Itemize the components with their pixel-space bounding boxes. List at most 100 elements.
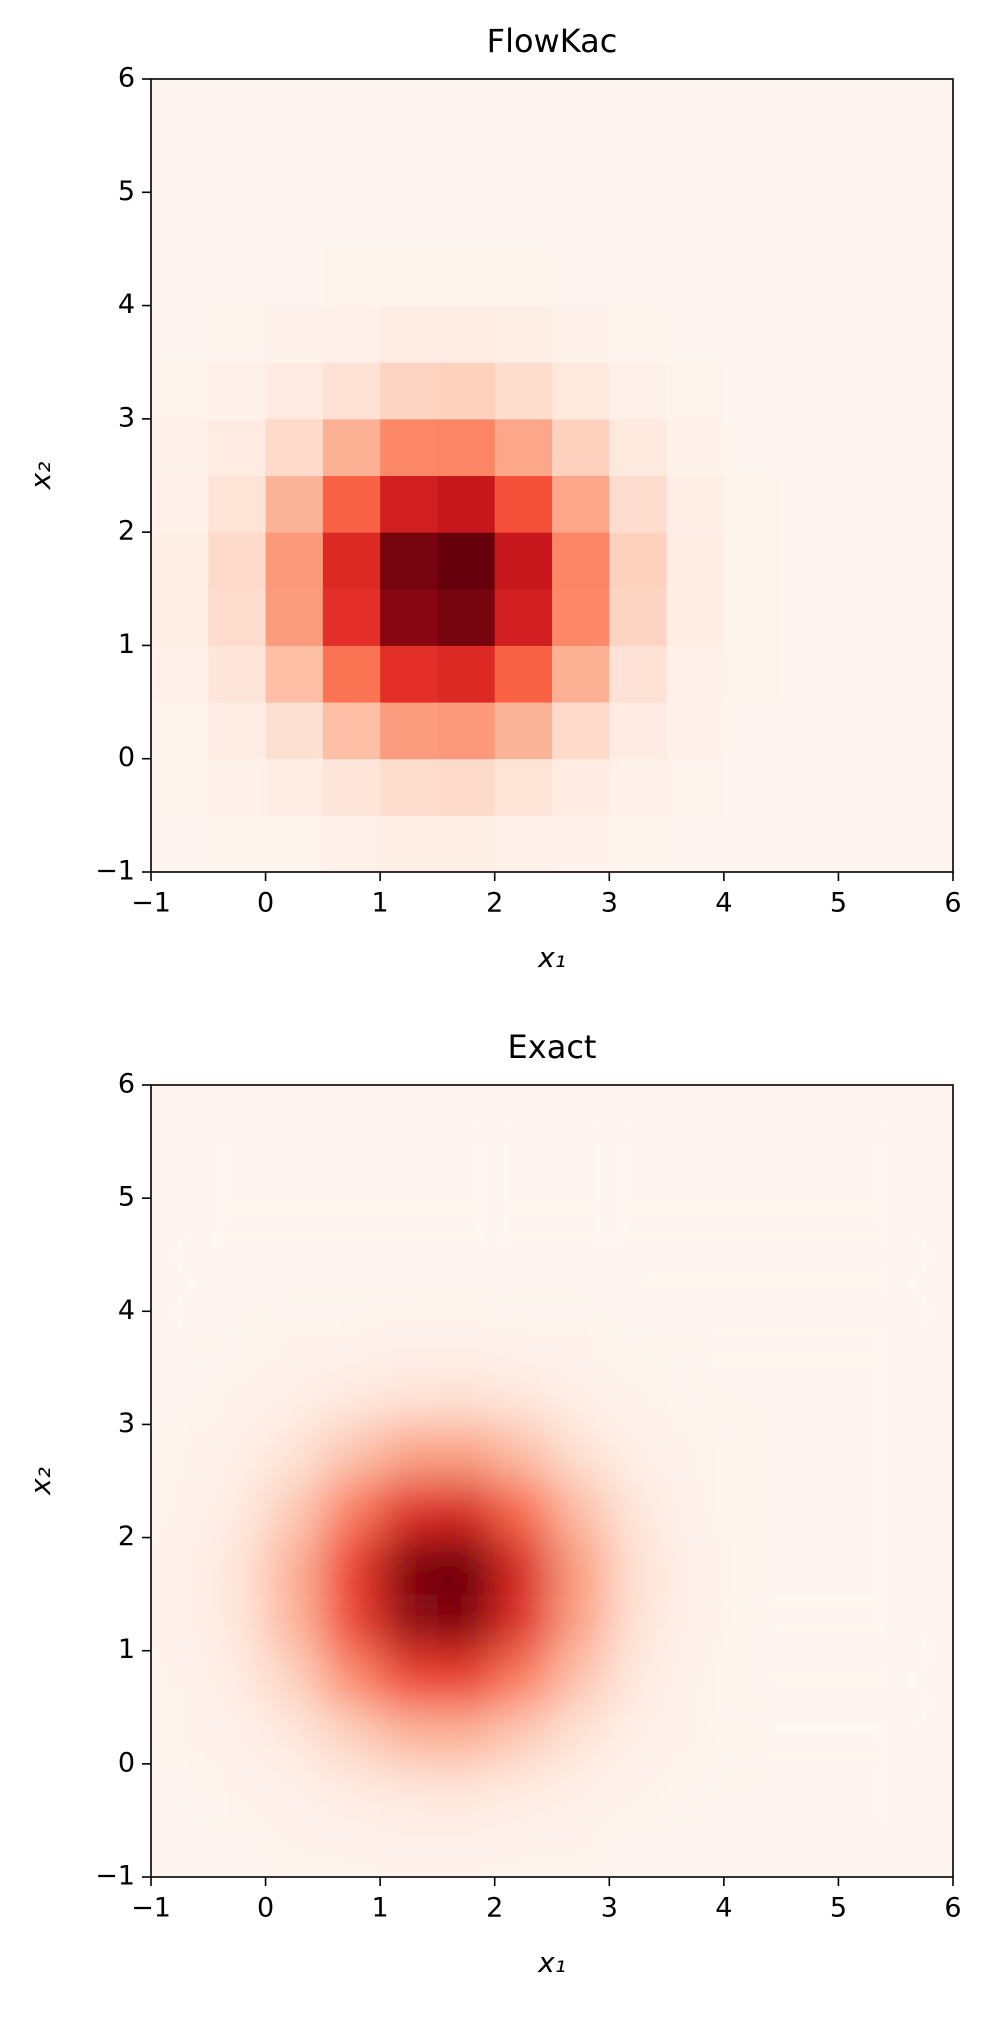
heat-cell [265,588,324,646]
y-tick-label: 2 [118,1521,135,1552]
heat-cell [265,1085,323,1142]
heat-cell [552,248,610,307]
heat-cell [552,192,610,250]
y-tick-label: −1 [95,1861,135,1892]
x-axis-label: x₁ [537,941,566,974]
heat-cell [380,305,438,363]
heat-cell [609,1367,667,1425]
heat-cell [609,758,668,816]
heat-cell [666,645,725,703]
heat-cell [838,702,897,760]
heat-cell [265,79,324,137]
heat-cell [437,1311,495,1368]
heat-cell [265,1481,323,1538]
heat-cell [437,1820,495,1877]
heat-cell [380,1311,438,1368]
heat-cell [781,1650,839,1708]
heat-cell [208,1141,266,1199]
heat-cell [437,475,496,533]
heat-cell [781,305,839,363]
heat-cell [208,1707,266,1764]
heat-cell [208,1254,266,1312]
heat-cell [552,1594,610,1651]
heat-cell [494,588,553,646]
heat-cell [552,1707,610,1764]
heat-cell [437,758,496,816]
heat-cell [380,1254,438,1312]
heatmap-cells [151,79,953,872]
heat-cell [208,1367,266,1425]
heat-cell [552,645,610,703]
heat-cell [322,248,381,307]
heat-cell [380,248,438,307]
heat-cell [609,1481,667,1538]
heat-cell [380,192,438,250]
heat-cell [494,79,553,137]
heat-cell [723,1311,782,1368]
heat-cell [494,418,553,476]
heat-cell [895,1254,953,1312]
heat-cell [666,1594,724,1651]
heat-cell [838,1537,896,1595]
heat-cell [322,1594,381,1651]
heat-cell [494,135,553,193]
heat-cell [437,1367,495,1425]
heat-cell [666,1763,724,1821]
x-tick-label: 2 [486,1893,503,1924]
heat-cell [437,1537,495,1595]
heat-cell [437,305,496,363]
heat-cell [723,305,782,363]
heat-cell [609,1424,667,1481]
heat-cell [609,588,668,646]
heat-cell [208,1481,266,1538]
heat-cell [609,1650,667,1708]
chart-title: Exact [508,1028,597,1066]
heat-cell [781,702,839,760]
heat-cell [380,1481,438,1538]
heat-cell [895,1820,953,1877]
heat-cell [151,1820,209,1877]
y-axis-label: x₂ [24,1467,57,1496]
heat-cell [265,1707,323,1764]
y-tick-label: 6 [118,1069,135,1100]
heat-cell [838,1594,896,1651]
heat-cell [208,1424,266,1481]
heat-cell [781,1763,839,1821]
heat-cell [838,1141,896,1199]
heat-cell [609,1311,667,1368]
heat-cell [609,1141,667,1199]
heat-cell [265,815,324,872]
heat-cell [723,1481,782,1538]
heat-cell [781,645,839,703]
heat-cell [322,1650,381,1708]
heat-cell [838,588,897,646]
heat-cell [838,532,897,590]
heat-cell [552,1650,610,1708]
heat-cell [265,1763,323,1821]
heat-cell [609,418,668,476]
y-tick-label: 4 [118,1295,135,1326]
heat-cell [494,192,553,250]
x-tick-label: 5 [830,888,847,919]
heat-cell [609,248,668,307]
heat-cell [723,418,782,476]
heat-cell [895,1594,953,1651]
heat-cell [322,645,381,703]
heat-cell [265,702,324,760]
heat-cell [322,475,381,533]
axes-frame [150,1084,954,1878]
heat-cell [723,1085,782,1142]
heat-cell [723,758,782,816]
heat-cell [494,532,553,590]
heat-cell [494,1707,552,1764]
heat-cell [781,362,839,420]
x-tick-label: 3 [601,1893,618,1924]
heat-cell [151,588,209,646]
heat-cell [723,532,782,590]
heat-cell [838,135,897,193]
heat-cell [895,79,953,137]
heat-cell [151,418,209,476]
heat-cell [380,1594,438,1651]
heat-cell [723,192,782,250]
